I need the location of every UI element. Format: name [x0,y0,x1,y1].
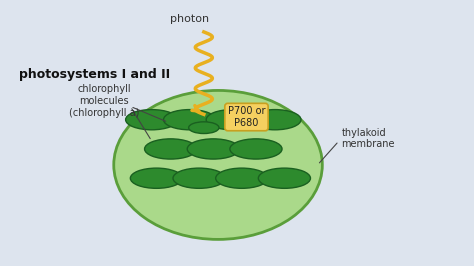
Text: P700 or
P680: P700 or P680 [228,106,265,128]
Ellipse shape [258,168,310,188]
Text: photosystems I and II: photosystems I and II [19,68,170,81]
Ellipse shape [187,139,239,159]
Ellipse shape [173,168,225,188]
Ellipse shape [230,139,282,159]
Ellipse shape [114,90,322,239]
Ellipse shape [130,168,182,188]
Ellipse shape [249,110,301,130]
Ellipse shape [164,110,216,130]
Ellipse shape [216,168,268,188]
Ellipse shape [126,110,178,130]
Ellipse shape [206,110,258,130]
Text: thylakoid
membrane: thylakoid membrane [341,127,395,149]
Text: photon: photon [170,14,209,24]
Ellipse shape [145,139,197,159]
Ellipse shape [189,122,219,134]
Text: chlorophyll
molecules
(chlorophyll a): chlorophyll molecules (chlorophyll a) [69,85,139,118]
